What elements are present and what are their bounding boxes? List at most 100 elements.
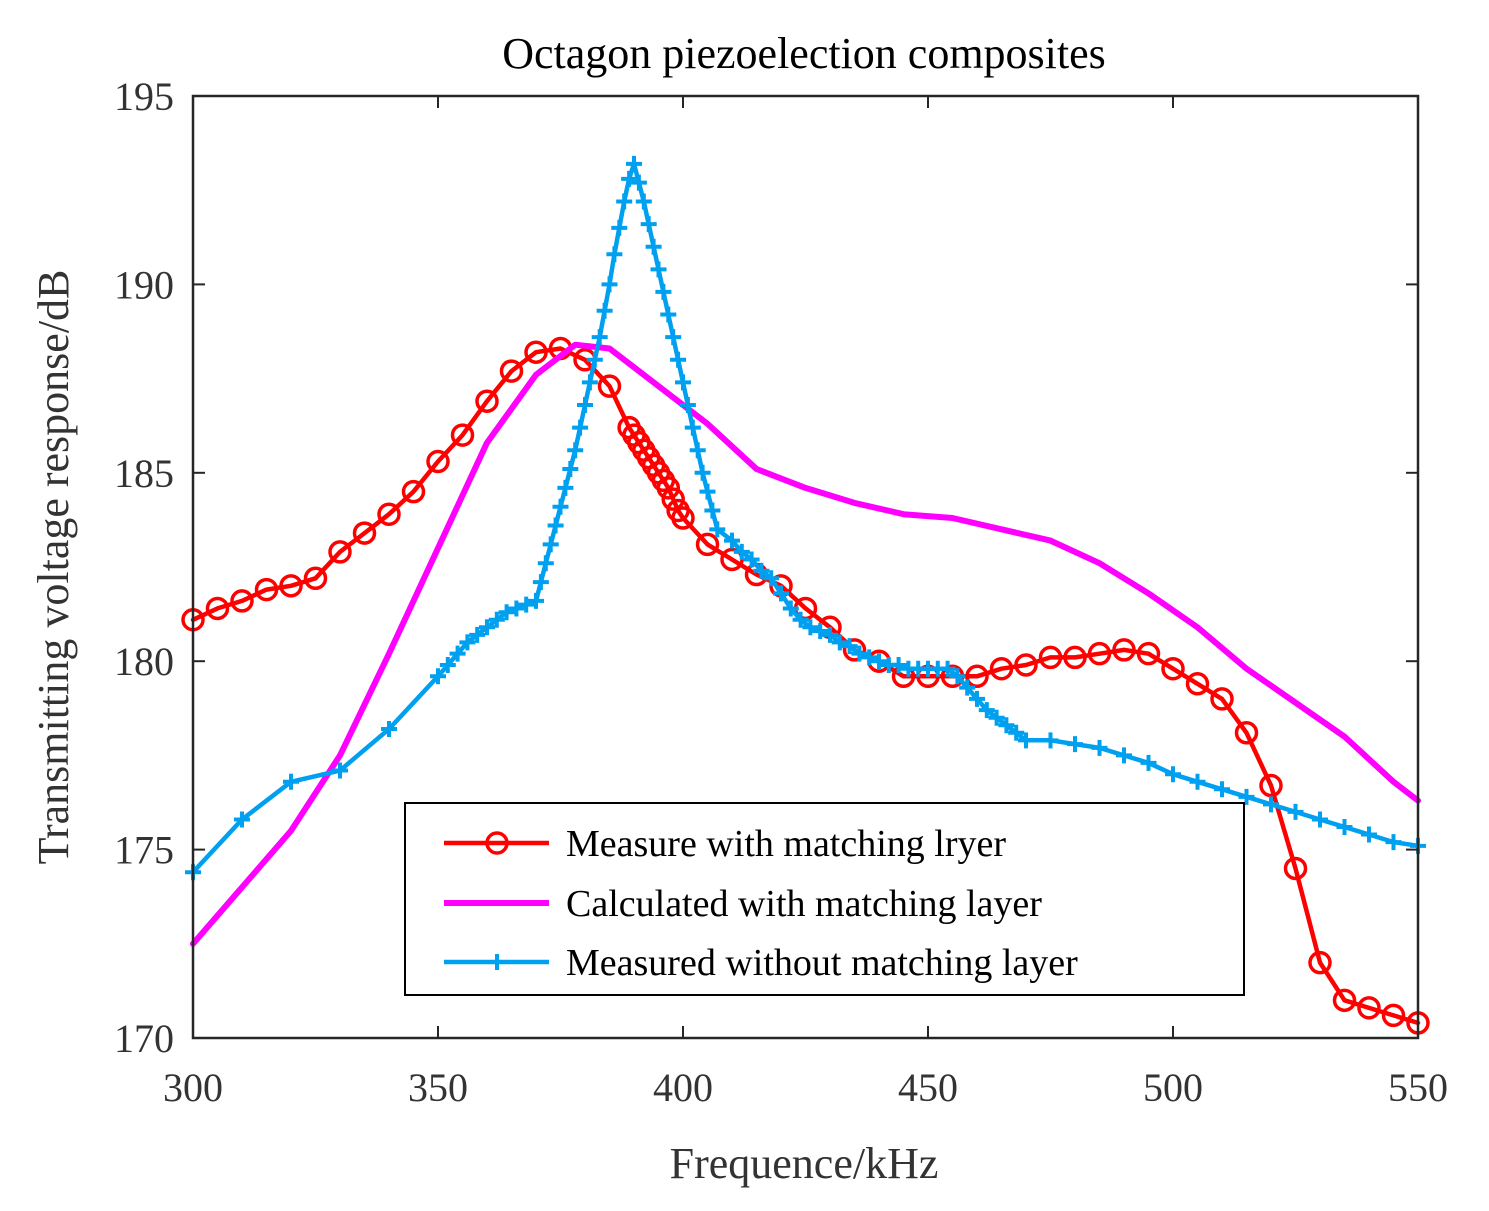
data-point [381,721,397,738]
data-point [586,351,603,368]
data-point [1008,724,1025,741]
data-point [537,555,554,572]
data-point [1263,796,1279,813]
data-point [597,374,622,398]
y-axis: 170 175 180 185 190 195 [114,74,1418,1061]
data-point [861,649,878,666]
legend: Measure with matching lryer Calculated wi… [404,802,1245,996]
data-point [959,679,976,696]
chart-title: Octagon piezoelection composites [502,29,1106,78]
data-point [684,419,701,436]
data-point [802,619,819,636]
legend-marker [489,954,505,970]
data-point [763,570,780,587]
data-point [1308,950,1332,975]
plot-series [181,155,1430,1035]
data-point [665,329,682,346]
data-point [978,702,995,719]
data-point [842,638,867,662]
legend-entry: Calculated with matching layer [444,883,1042,925]
data-point [205,596,230,621]
x-axis: 300 350 400 450 500 550 [163,96,1448,1110]
data-point [572,419,589,436]
data-point [1283,856,1308,881]
data-point [1381,1003,1406,1028]
data-point [812,623,829,640]
legend-entry: Measure with matching lryer [444,823,1006,865]
data-point [694,464,711,481]
legend-marker [485,831,509,855]
data-point [1042,732,1059,749]
y-tick-label: 185 [114,451,174,496]
data-point [518,596,535,613]
data-point [1014,653,1038,677]
data-point [1112,638,1136,662]
data-point [1161,656,1185,681]
x-tick-label: 550 [1388,1065,1448,1110]
data-point [1116,747,1132,764]
data-point [606,246,623,263]
data-point [655,283,672,300]
data-point [1385,834,1402,851]
data-point [567,442,584,459]
data-point [939,660,956,677]
x-tick-label: 450 [898,1065,958,1110]
y-tick-label: 170 [114,1016,174,1061]
legend-label: Measure with matching lryer [566,823,1006,865]
data-point [635,193,652,210]
data-point [332,762,348,779]
data-point [234,811,250,828]
data-point [1238,788,1255,805]
data-point [675,374,691,391]
data-point [851,645,868,662]
data-point [508,600,525,617]
data-point [254,577,279,602]
data-point [1063,645,1087,670]
data-point [671,506,695,530]
data-point [581,374,598,391]
series-line [190,161,1421,875]
data-point [1361,826,1377,843]
data-point [1185,672,1210,696]
data-point [562,461,579,478]
data-point [689,442,706,459]
data-point [1357,996,1381,1020]
data-point [479,619,495,636]
data-point [792,611,809,628]
data-point [626,155,642,172]
data-point [965,664,989,689]
data-point [1067,736,1083,753]
data-point [679,396,696,413]
data-point [733,543,750,560]
data-point [1189,773,1206,790]
data-point [1165,766,1181,783]
data-point [773,585,789,602]
y-axis-title: Transmitting voltage response/dB [29,270,78,865]
data-point [279,574,303,598]
y-tick-label: 175 [114,828,174,873]
data-point [230,589,254,613]
data-point [704,502,721,519]
data-point [998,717,1015,734]
data-point [430,668,446,685]
data-point [871,653,887,670]
data-point [1287,803,1304,820]
data-point [782,600,799,617]
data-point [1210,687,1234,711]
data-point [450,423,475,447]
data-point [377,502,401,526]
x-tick-label: 400 [653,1065,713,1110]
data-point [661,487,685,511]
data-point [1091,739,1108,756]
data-point [949,668,966,685]
x-tick-label: 300 [163,1065,223,1110]
data-point [1087,641,1112,666]
data-point [969,690,985,707]
data-point [709,521,726,538]
data-point [1336,818,1353,835]
data-point [528,592,544,609]
series-line [190,346,1421,1026]
y-tick-label: 195 [114,74,174,119]
data-point [1140,754,1157,771]
